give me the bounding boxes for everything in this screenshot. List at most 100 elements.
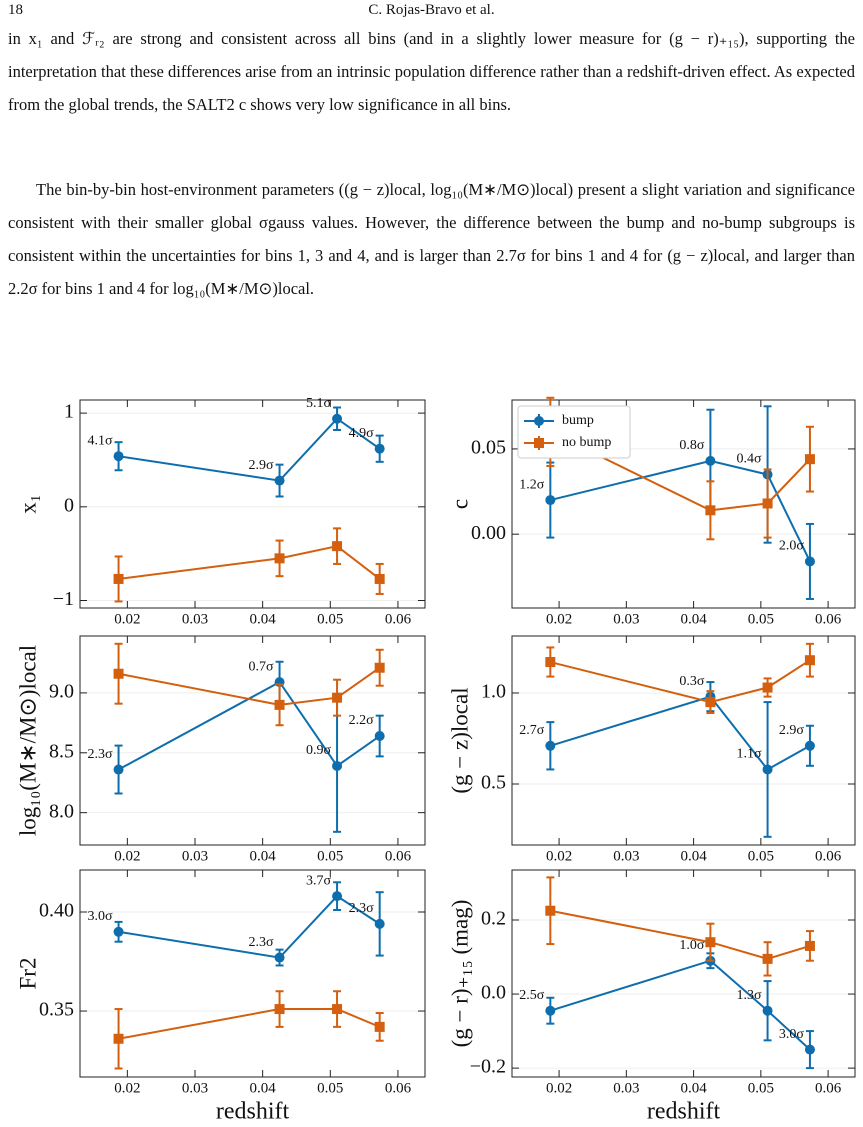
marker: [804, 454, 815, 465]
marker: [274, 475, 285, 486]
marker: [804, 1044, 815, 1055]
marker: [545, 657, 556, 668]
legend-box: [517, 405, 631, 459]
y-tick-label: 0.5: [481, 772, 506, 794]
legend-label: bump: [562, 413, 594, 428]
x-tick-label: 0.02: [546, 848, 572, 864]
x-tick-label: 0.06: [815, 1080, 842, 1096]
series-line: [118, 894, 381, 959]
marker: [113, 764, 124, 775]
y-tick-label: −1: [53, 588, 74, 610]
marker: [113, 573, 124, 584]
marker: [374, 662, 385, 673]
x-tick-label: 0.04: [250, 848, 277, 864]
paragraph: in x₁ and ℱᵣ₂ are strong and consistent …: [8, 29, 855, 114]
y-tick-label: 0.05: [471, 437, 506, 459]
legend-label: no bump: [562, 435, 611, 450]
marker: [274, 699, 285, 710]
marker: [762, 498, 773, 509]
x-tick-label: 0.03: [613, 848, 639, 864]
x-tick-label: 0.05: [748, 611, 774, 627]
plot-frame: [79, 635, 426, 846]
sigma-annotation: 0.7σ: [249, 659, 275, 674]
x-tick-label: 0.05: [748, 1080, 774, 1096]
series-line: [118, 417, 381, 482]
y-axis-label: c: [447, 499, 472, 509]
marker: [762, 764, 773, 775]
y-tick-label: 0.35: [39, 999, 74, 1021]
series-line: [550, 959, 811, 1051]
sigma-annotation: 0.4σ: [737, 452, 763, 467]
sigma-annotation: 2.3σ: [349, 901, 375, 916]
x-tick-label: 0.02: [546, 1080, 572, 1096]
marker: [762, 682, 773, 693]
x-tick-label: 0.03: [613, 1080, 639, 1096]
marker: [332, 1004, 343, 1015]
series-line: [550, 909, 811, 960]
page-number: 18: [8, 2, 23, 18]
marker: [113, 926, 124, 937]
x-tick-label: 0.04: [680, 611, 707, 627]
y-tick-label: 1.0: [481, 681, 506, 703]
x-tick-label: 0.06: [385, 611, 412, 627]
sigma-annotation: 2.3σ: [88, 747, 114, 762]
x-tick-label: 0.05: [317, 848, 343, 864]
x-tick-label: 0.05: [317, 1080, 343, 1096]
marker: [804, 556, 815, 567]
x-tick-label: 0.06: [815, 848, 842, 864]
y-tick-label: 0.0: [481, 982, 506, 1004]
x-tick-label: 0.03: [182, 1080, 208, 1096]
legend-marker: [534, 438, 544, 448]
x-tick-label: 0.06: [385, 848, 412, 864]
y-tick-label: 0.2: [481, 908, 506, 930]
running-head: C. Rojas-Bravo et al.: [368, 2, 495, 18]
sigma-annotation: 1.2σ: [519, 477, 545, 492]
series-line: [118, 545, 381, 580]
legend-marker: [534, 416, 544, 426]
x-tick-label: 0.06: [815, 611, 842, 627]
marker: [113, 1033, 124, 1044]
marker: [762, 1005, 773, 1016]
x-tick-label: 0.03: [613, 611, 639, 627]
marker: [374, 573, 385, 584]
sigma-annotation: 1.3σ: [737, 988, 763, 1003]
sigma-annotation: 2.9σ: [249, 458, 275, 473]
y-tick-label: 1: [64, 401, 74, 423]
y-tick-label: −0.2: [470, 1056, 506, 1078]
x-tick-label: 0.05: [748, 848, 774, 864]
sigma-annotation: 0.3σ: [679, 674, 705, 689]
x-tick-label: 0.05: [317, 611, 343, 627]
sigma-annotation: 3.0σ: [779, 1027, 805, 1042]
sigma-annotation: 0.8σ: [679, 438, 705, 453]
plot-frame: [511, 635, 856, 846]
y-tick-label: 8.5: [49, 740, 74, 762]
sigma-annotation: 2.7σ: [519, 723, 545, 738]
x-tick-label: 0.04: [680, 1080, 707, 1096]
marker: [705, 697, 716, 708]
plot-frame: [511, 869, 856, 1078]
marker: [545, 740, 556, 751]
series-line: [118, 680, 381, 771]
marker: [374, 1021, 385, 1032]
y-tick-label: 9.0: [49, 680, 74, 702]
y-axis-label: (g − r)₊₁₅ (mag): [447, 900, 472, 1048]
x-tick-label: 0.04: [250, 611, 277, 627]
x-tick-label: 0.03: [182, 848, 208, 864]
marker: [545, 1005, 556, 1016]
sigma-annotation: 1.0σ: [679, 938, 705, 953]
sigma-annotation: 2.2σ: [349, 713, 375, 728]
marker: [705, 505, 716, 516]
sigma-annotation: 3.0σ: [88, 909, 114, 924]
marker: [274, 952, 285, 963]
marker: [545, 905, 556, 916]
sigma-annotation: 0.9σ: [306, 743, 332, 758]
marker: [332, 760, 343, 771]
sigma-annotation: 4.1σ: [88, 433, 114, 448]
series-line: [550, 459, 811, 562]
sigma-annotation: 2.9σ: [779, 723, 805, 738]
y-tick-label: 0: [64, 494, 74, 516]
plot-frame: [511, 399, 856, 609]
marker: [332, 891, 343, 902]
marker: [374, 731, 385, 742]
marker: [332, 541, 343, 552]
